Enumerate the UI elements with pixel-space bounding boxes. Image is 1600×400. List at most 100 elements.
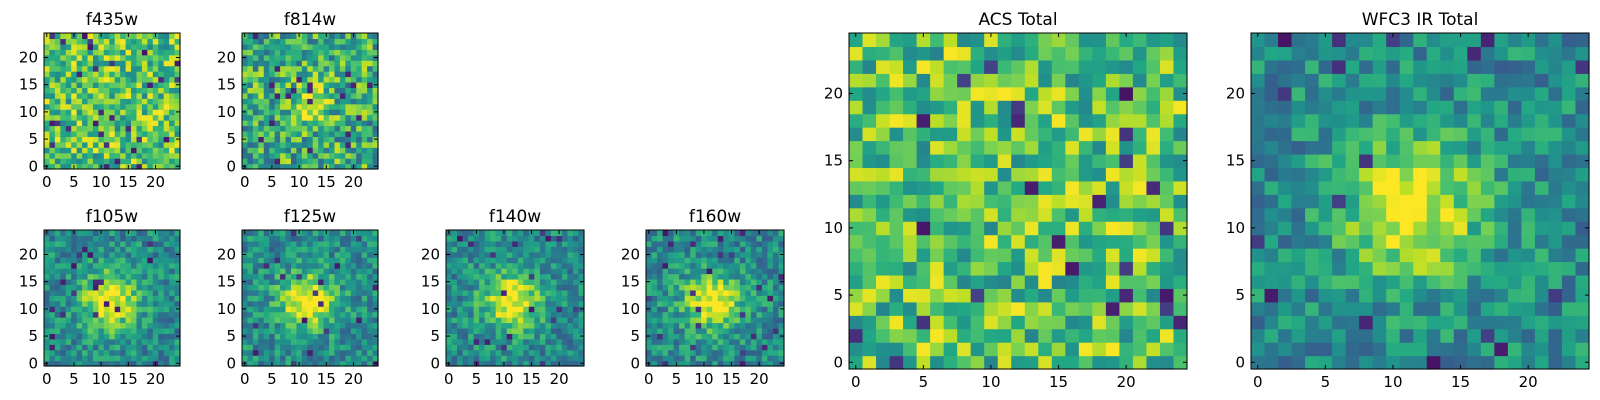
heatmap-cell: [862, 234, 877, 249]
heatmap-cell: [120, 246, 127, 253]
heatmap-cell: [1065, 180, 1080, 195]
heatmap-cell: [1291, 342, 1306, 357]
heatmap-cell: [1359, 315, 1374, 330]
heatmap-cell: [1318, 221, 1333, 236]
heatmap-cell: [1413, 194, 1428, 209]
heatmap-cell: [984, 180, 999, 195]
heatmap-cell: [578, 349, 585, 356]
heatmap-cell: [339, 43, 346, 50]
heatmap-cell: [506, 355, 513, 362]
heatmap-cell: [356, 87, 363, 94]
heatmap-cell: [76, 38, 83, 45]
heatmap-cell: [1251, 194, 1266, 209]
heatmap-cell: [290, 71, 297, 78]
heatmap-cell: [734, 262, 741, 269]
heatmap-cell: [462, 349, 469, 356]
heatmap-cell: [87, 98, 94, 105]
heatmap-cell: [889, 167, 904, 182]
heatmap-cell: [169, 344, 176, 351]
heatmap-cell: [296, 43, 303, 50]
heatmap-cell: [312, 344, 319, 351]
heatmap-cell: [65, 158, 72, 165]
heatmap-cell: [169, 240, 176, 247]
heatmap-cell: [1011, 234, 1026, 249]
heatmap-cell: [103, 109, 110, 116]
heatmap-cell: [1494, 234, 1509, 249]
heatmap-cell: [301, 54, 308, 61]
heatmap-cell: [361, 284, 368, 291]
heatmap-cell: [345, 230, 352, 237]
heatmap-cell: [756, 295, 763, 302]
heatmap-cell: [71, 306, 78, 313]
heatmap-cell: [49, 349, 56, 356]
heatmap-cell: [943, 100, 958, 115]
heatmap-cell: [539, 246, 546, 253]
heatmap-cell: [772, 349, 780, 356]
heatmap-cell: [103, 103, 110, 110]
heatmap-cell: [567, 278, 574, 285]
heatmap-cell: [684, 262, 691, 269]
heatmap-cell: [329, 81, 336, 88]
heatmap-cell: [556, 355, 563, 362]
heatmap-cell: [372, 38, 379, 45]
heatmap-cell: [468, 278, 475, 285]
heatmap-cell: [65, 251, 72, 258]
heatmap-cell: [367, 240, 374, 247]
heatmap-cell: [345, 158, 352, 165]
heatmap-cell: [258, 109, 265, 116]
heatmap-cell: [930, 59, 945, 74]
heatmap-cell: [334, 251, 341, 258]
heatmap-cell: [307, 360, 314, 367]
heatmap-cell: [734, 278, 741, 285]
heatmap-cell: [1051, 59, 1066, 74]
heatmap-cell: [44, 311, 51, 318]
heatmap-cell: [87, 257, 94, 264]
heatmap-cell: [242, 355, 249, 362]
heatmap-cell: [657, 251, 664, 258]
heatmap-cell: [120, 338, 127, 345]
heatmap-cell: [361, 300, 368, 307]
heatmap-cell: [49, 295, 56, 302]
heatmap-cell: [534, 344, 541, 351]
heatmap-cell: [957, 113, 972, 128]
heatmap-cell: [1372, 261, 1387, 276]
heatmap-cell: [712, 317, 719, 324]
heatmap-cell: [367, 284, 374, 291]
heatmap-cell: [60, 240, 67, 247]
heatmap-cell: [739, 257, 746, 264]
heatmap-cell: [651, 327, 658, 334]
heatmap-cell: [242, 87, 249, 94]
heatmap-cell: [1305, 315, 1320, 330]
heatmap-cell: [446, 327, 453, 334]
heatmap-cell: [109, 344, 116, 351]
heatmap-cell: [706, 230, 713, 237]
heatmap-cell: [1453, 315, 1468, 330]
heatmap-cell: [114, 163, 121, 170]
heatmap-cell: [169, 360, 176, 367]
heatmap-cell: [290, 92, 297, 99]
heatmap-cell: [997, 274, 1012, 289]
heatmap-cell: [158, 327, 165, 334]
heatmap-cell: [367, 38, 374, 45]
heatmap-cell: [125, 317, 132, 324]
heatmap-cell: [997, 180, 1012, 195]
heatmap-cell: [49, 311, 56, 318]
heatmap-cell: [372, 76, 379, 83]
heatmap-cell: [247, 262, 254, 269]
heatmap-cell: [269, 306, 276, 313]
heatmap-cell: [1078, 288, 1093, 303]
heatmap-cell: [350, 240, 357, 247]
heatmap-cell: [114, 278, 121, 285]
heatmap-cell: [1132, 315, 1148, 330]
heatmap-cell: [701, 284, 708, 291]
heatmap-cell: [1092, 315, 1107, 330]
heatmap-cell: [657, 300, 664, 307]
heatmap-cell: [109, 114, 116, 121]
heatmap-cell: [1173, 46, 1188, 61]
heatmap-cell: [120, 120, 127, 127]
heatmap-cell: [290, 240, 297, 247]
heatmap-cell: [49, 158, 56, 165]
heatmap-cell: [163, 136, 170, 143]
heatmap-cell: [60, 71, 67, 78]
heatmap-cell: [679, 327, 686, 334]
